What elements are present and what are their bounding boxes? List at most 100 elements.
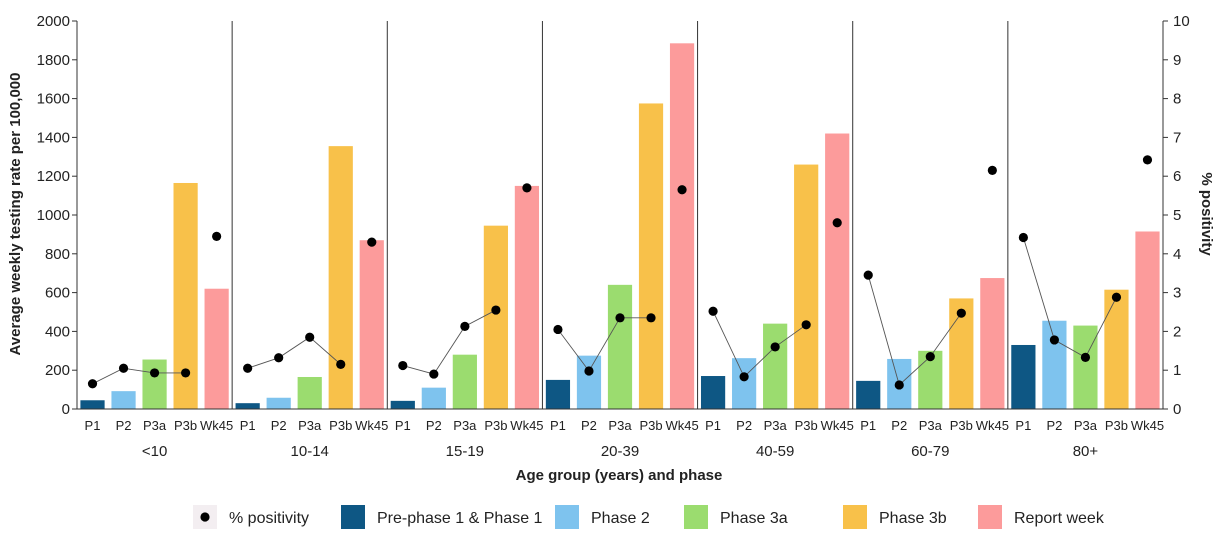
- positivity-point: [1049, 335, 1059, 345]
- phase-label: P1: [85, 418, 101, 433]
- phase-label: Wk45: [200, 418, 233, 433]
- bar: [669, 43, 695, 410]
- age-group-label: 20-39: [601, 443, 639, 460]
- right-axis-ticks: 0 1 2 3 4 5 6 7 8 9 10: [1163, 13, 1190, 418]
- left-axis-ticks: 0 200 400 600 800 1000 1200 1400 1600 1800 2000: [37, 13, 77, 418]
- positivity-point: [801, 320, 811, 330]
- phase-label: P3b: [639, 418, 662, 433]
- legend-swatch: [843, 505, 867, 529]
- bar: [638, 103, 664, 409]
- legend-swatch: [555, 505, 579, 529]
- positivity-point: [832, 218, 842, 228]
- phase-label: Wk45: [821, 418, 854, 433]
- legend-swatch: [341, 505, 365, 529]
- positivity-point: [212, 231, 222, 241]
- positivity-point: [987, 165, 997, 175]
- positivity-points: [87, 155, 1153, 390]
- phase-label: P3b: [484, 418, 507, 433]
- phase-label: P3a: [453, 418, 477, 433]
- y-tick-label: 2000: [37, 13, 70, 30]
- bar: [421, 387, 446, 409]
- phase-label: P2: [1046, 418, 1062, 433]
- y-tick-label: 1400: [37, 129, 70, 146]
- phase-label: P3a: [298, 418, 322, 433]
- bar: [266, 397, 291, 409]
- bar: [763, 323, 788, 409]
- phase-label: P2: [271, 418, 287, 433]
- positivity-line: [712, 311, 807, 378]
- age-group-label: 40-59: [756, 443, 794, 460]
- phase-label: P3b: [795, 418, 818, 433]
- bar: [328, 146, 353, 409]
- legend-marker-positivity: [200, 512, 210, 522]
- positivity-point: [336, 359, 346, 369]
- positivity-point: [367, 237, 377, 247]
- legend-label: Phase 2: [591, 510, 650, 527]
- legend-swatch: [684, 505, 708, 529]
- bar: [359, 240, 384, 409]
- age-group-label: <10: [142, 443, 167, 460]
- y-tick-label: 0: [62, 401, 70, 418]
- y-tick-label: 1600: [37, 91, 70, 108]
- y-tick-label: 200: [45, 362, 70, 379]
- y-tick-label: 1000: [37, 207, 70, 224]
- positivity-point: [956, 308, 966, 318]
- age-group-label: 80+: [1073, 443, 1099, 460]
- positivity-point: [708, 306, 718, 316]
- phase-label: P2: [581, 418, 597, 433]
- y2-tick-label: 2: [1173, 323, 1181, 340]
- y-tick-label: 600: [45, 285, 70, 302]
- phase-label: P3b: [1105, 418, 1128, 433]
- positivity-point: [87, 379, 98, 389]
- bar: [607, 284, 633, 409]
- phase-label: P1: [395, 418, 411, 433]
- bar: [825, 133, 850, 409]
- positivity-point: [522, 183, 532, 193]
- positivity-line: [557, 317, 652, 372]
- phase-label: P1: [860, 418, 876, 433]
- positivity-line: [247, 336, 342, 369]
- phase-label: P3a: [143, 418, 167, 433]
- legend-label: Report week: [1014, 510, 1105, 527]
- phase-label: Wk45: [510, 418, 543, 433]
- phase-label: P1: [240, 418, 256, 433]
- y-tick-label: 1800: [37, 52, 70, 69]
- positivity-point: [429, 369, 439, 379]
- phase-label: Wk45: [355, 418, 388, 433]
- positivity-point: [677, 185, 687, 195]
- legend-swatch: [978, 505, 1002, 529]
- legend-label: Pre-phase 1 & Phase 1: [377, 510, 543, 527]
- y2-tick-label: 3: [1173, 285, 1181, 302]
- positivity-point: [398, 360, 408, 371]
- phase-label: P3b: [174, 418, 197, 433]
- bar: [794, 164, 819, 409]
- positivity-point: [646, 313, 656, 323]
- positivity-point: [305, 332, 315, 342]
- bar: [483, 225, 508, 409]
- positivity-point: [1018, 232, 1028, 243]
- bars: [80, 43, 1160, 410]
- phase-label: P1: [550, 418, 566, 433]
- x-axis-title: Age group (years) and phase: [516, 467, 723, 484]
- y2-axis-title: % positivity: [1198, 172, 1215, 256]
- phase-label: P3a: [919, 418, 943, 433]
- positivity-point: [1111, 292, 1122, 302]
- y-axis-title: Average weekly testing rate per 100,000: [7, 73, 24, 356]
- y-tick-label: 800: [45, 246, 70, 263]
- y-tick-label: 1200: [37, 168, 70, 185]
- bar: [390, 400, 415, 409]
- positivity-point: [1080, 352, 1091, 362]
- bar: [856, 380, 881, 409]
- legend: % positivity Pre-phase 1 & Phase 1 Phase 2…: [193, 505, 1105, 529]
- phase-label: P3b: [329, 418, 352, 433]
- positivity-point: [615, 313, 625, 323]
- y-tick-label: 400: [45, 323, 70, 340]
- bar: [452, 354, 477, 409]
- y2-tick-label: 7: [1173, 129, 1181, 146]
- positivity-point: [770, 342, 780, 352]
- phase-label: P1: [705, 418, 721, 433]
- group-dividers: [231, 21, 1009, 409]
- y2-tick-label: 8: [1173, 91, 1181, 108]
- positivity-point: [460, 321, 470, 331]
